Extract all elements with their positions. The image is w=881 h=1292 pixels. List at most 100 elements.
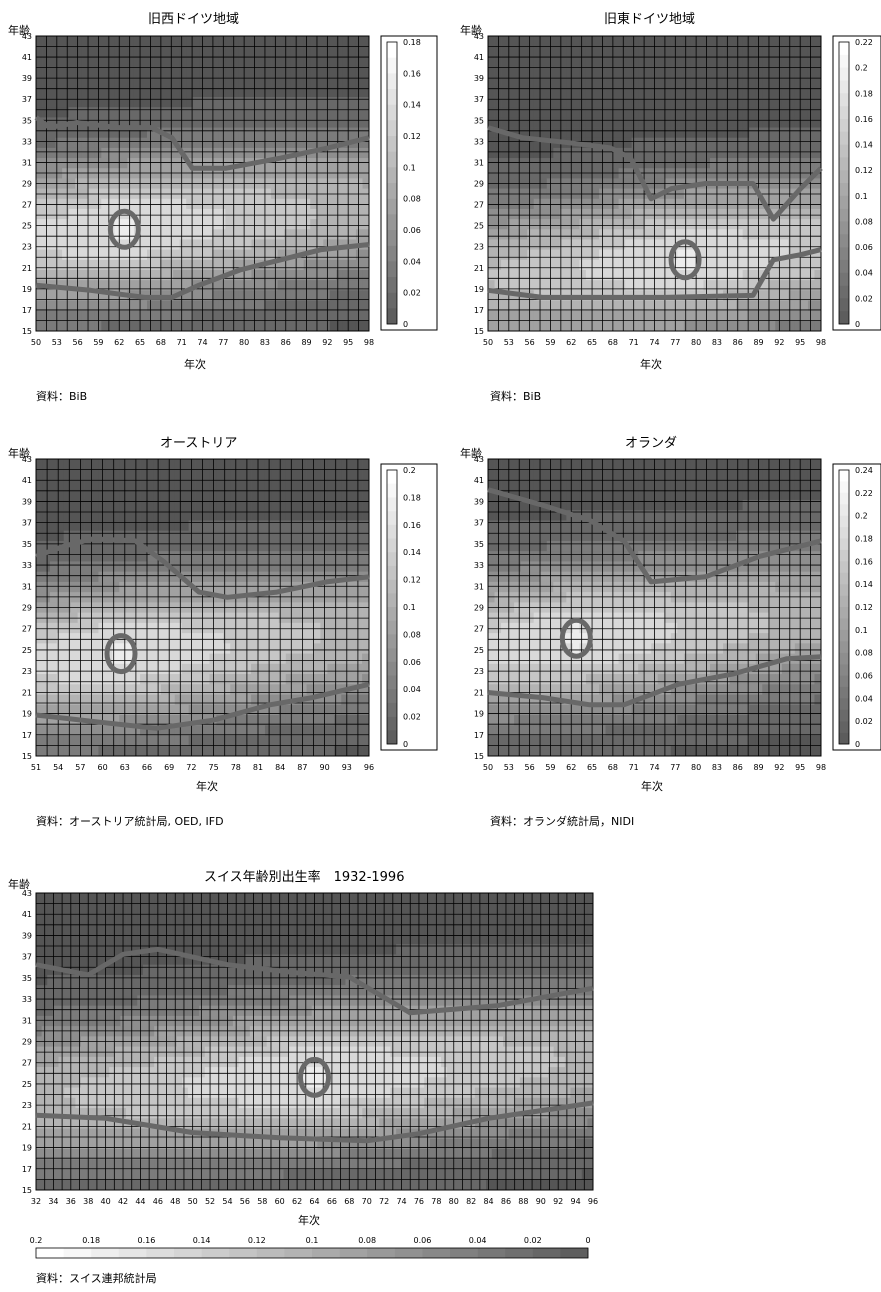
heatmap-cell	[494, 290, 502, 301]
heatmap-cell	[202, 561, 210, 573]
heatmap-cell	[323, 46, 331, 57]
heatmap-cell	[147, 663, 155, 675]
heatmap-cell	[105, 735, 113, 747]
heatmap-cell	[781, 97, 789, 108]
heatmap-cell	[334, 622, 342, 634]
heatmap-cell	[762, 489, 770, 501]
heatmap-cell	[348, 479, 356, 491]
heatmap-cell	[342, 290, 350, 301]
heatmap-cell	[101, 97, 109, 108]
heatmap-cell	[238, 36, 246, 47]
heatmap-cell	[355, 208, 363, 220]
heatmap-cell	[355, 540, 363, 552]
heatmap-cell	[42, 158, 50, 169]
heatmap-cell	[91, 489, 99, 501]
heatmap-cell	[310, 158, 318, 169]
heatmap-cell	[494, 219, 502, 230]
heatmap-cell	[271, 36, 278, 47]
heatmap-cell	[98, 663, 106, 675]
heatmap-cell	[209, 581, 217, 593]
heatmap-cell	[306, 530, 314, 542]
heatmap-cell	[625, 66, 633, 78]
heatmap-cell	[553, 46, 561, 57]
heatmap-cell	[703, 97, 711, 108]
heatmap-cell	[677, 86, 685, 98]
heatmap-cell	[762, 147, 770, 159]
heatmap-cell	[762, 208, 770, 220]
heatmap-cell	[114, 107, 122, 118]
heatmap-cell	[520, 107, 528, 118]
heatmap-cell	[75, 290, 83, 301]
heatmap-cell	[664, 219, 672, 230]
heatmap-cell	[683, 158, 691, 169]
heatmap-cell	[631, 239, 639, 251]
heatmap-cell	[306, 510, 314, 521]
heatmap-cell	[56, 571, 65, 583]
heatmap-cell	[105, 499, 113, 511]
heatmap-cell	[788, 76, 796, 88]
heatmap-cell	[292, 735, 301, 747]
heatmap-cell	[742, 229, 750, 240]
heatmap-cell	[181, 735, 190, 747]
heatmap-cell	[133, 320, 141, 332]
heatmap-cell	[320, 715, 328, 726]
heatmap-cell	[167, 653, 176, 665]
heatmap-cell	[77, 530, 85, 542]
heatmap-cell	[140, 499, 148, 511]
heatmap-cell	[195, 469, 203, 480]
heatmap-cell	[167, 540, 176, 552]
heatmap-cell	[231, 36, 239, 47]
heatmap-cell	[507, 249, 515, 261]
heatmap-cell	[133, 310, 141, 322]
heatmap-cell	[755, 300, 763, 312]
heatmap-cell	[251, 469, 259, 480]
heatmap-cell	[153, 219, 161, 230]
heatmap-cell	[49, 107, 56, 118]
heatmap-cell	[355, 735, 363, 747]
heatmap-cell	[342, 168, 350, 179]
heatmap-cell	[592, 56, 600, 67]
heatmap-cell	[329, 249, 337, 261]
heatmap-cell	[488, 320, 495, 332]
heatmap-cell	[612, 320, 619, 332]
heatmap-cell	[258, 510, 266, 521]
heatmap-cell	[788, 479, 796, 491]
heatmap-cell	[195, 745, 203, 757]
heatmap-cell	[327, 653, 335, 665]
heatmap-cell	[303, 280, 311, 291]
heatmap-cell	[788, 469, 796, 480]
heatmap-cell	[801, 76, 809, 88]
heatmap-cell	[251, 300, 259, 312]
contour-line	[35, 536, 370, 600]
x-axis-label: 年次	[641, 780, 663, 793]
heatmap-cell	[592, 489, 600, 501]
x-tick-label: 78	[231, 763, 241, 772]
legend-swatch	[839, 208, 849, 222]
heatmap-cell	[618, 280, 626, 291]
heatmap-cell	[807, 290, 815, 301]
heatmap-cell	[729, 66, 737, 78]
heatmap-cell	[49, 36, 56, 47]
heatmap-cell	[703, 198, 711, 210]
heatmap-cell	[218, 300, 226, 312]
heatmap-cell	[186, 320, 194, 332]
heatmap-cell	[683, 86, 691, 98]
heatmap-cell	[316, 269, 324, 281]
heatmap-cell	[657, 300, 665, 312]
heatmap-cell	[188, 499, 196, 511]
heatmap-cell	[264, 66, 272, 78]
heatmap-cell	[355, 290, 363, 301]
heatmap-cell	[133, 510, 141, 521]
heatmap-cell	[494, 469, 502, 480]
heatmap-cell	[327, 479, 335, 491]
heatmap-cell	[494, 259, 502, 271]
heatmap-cell	[238, 198, 246, 210]
y-tick-label: 19	[22, 285, 32, 294]
heatmap-cell	[179, 137, 187, 149]
heatmap-cell	[579, 198, 587, 210]
heatmap-cell	[70, 663, 79, 675]
heatmap-cell	[258, 674, 266, 685]
x-tick-label: 98	[364, 338, 374, 347]
heatmap-cell	[323, 259, 331, 271]
heatmap-cell	[237, 459, 245, 470]
